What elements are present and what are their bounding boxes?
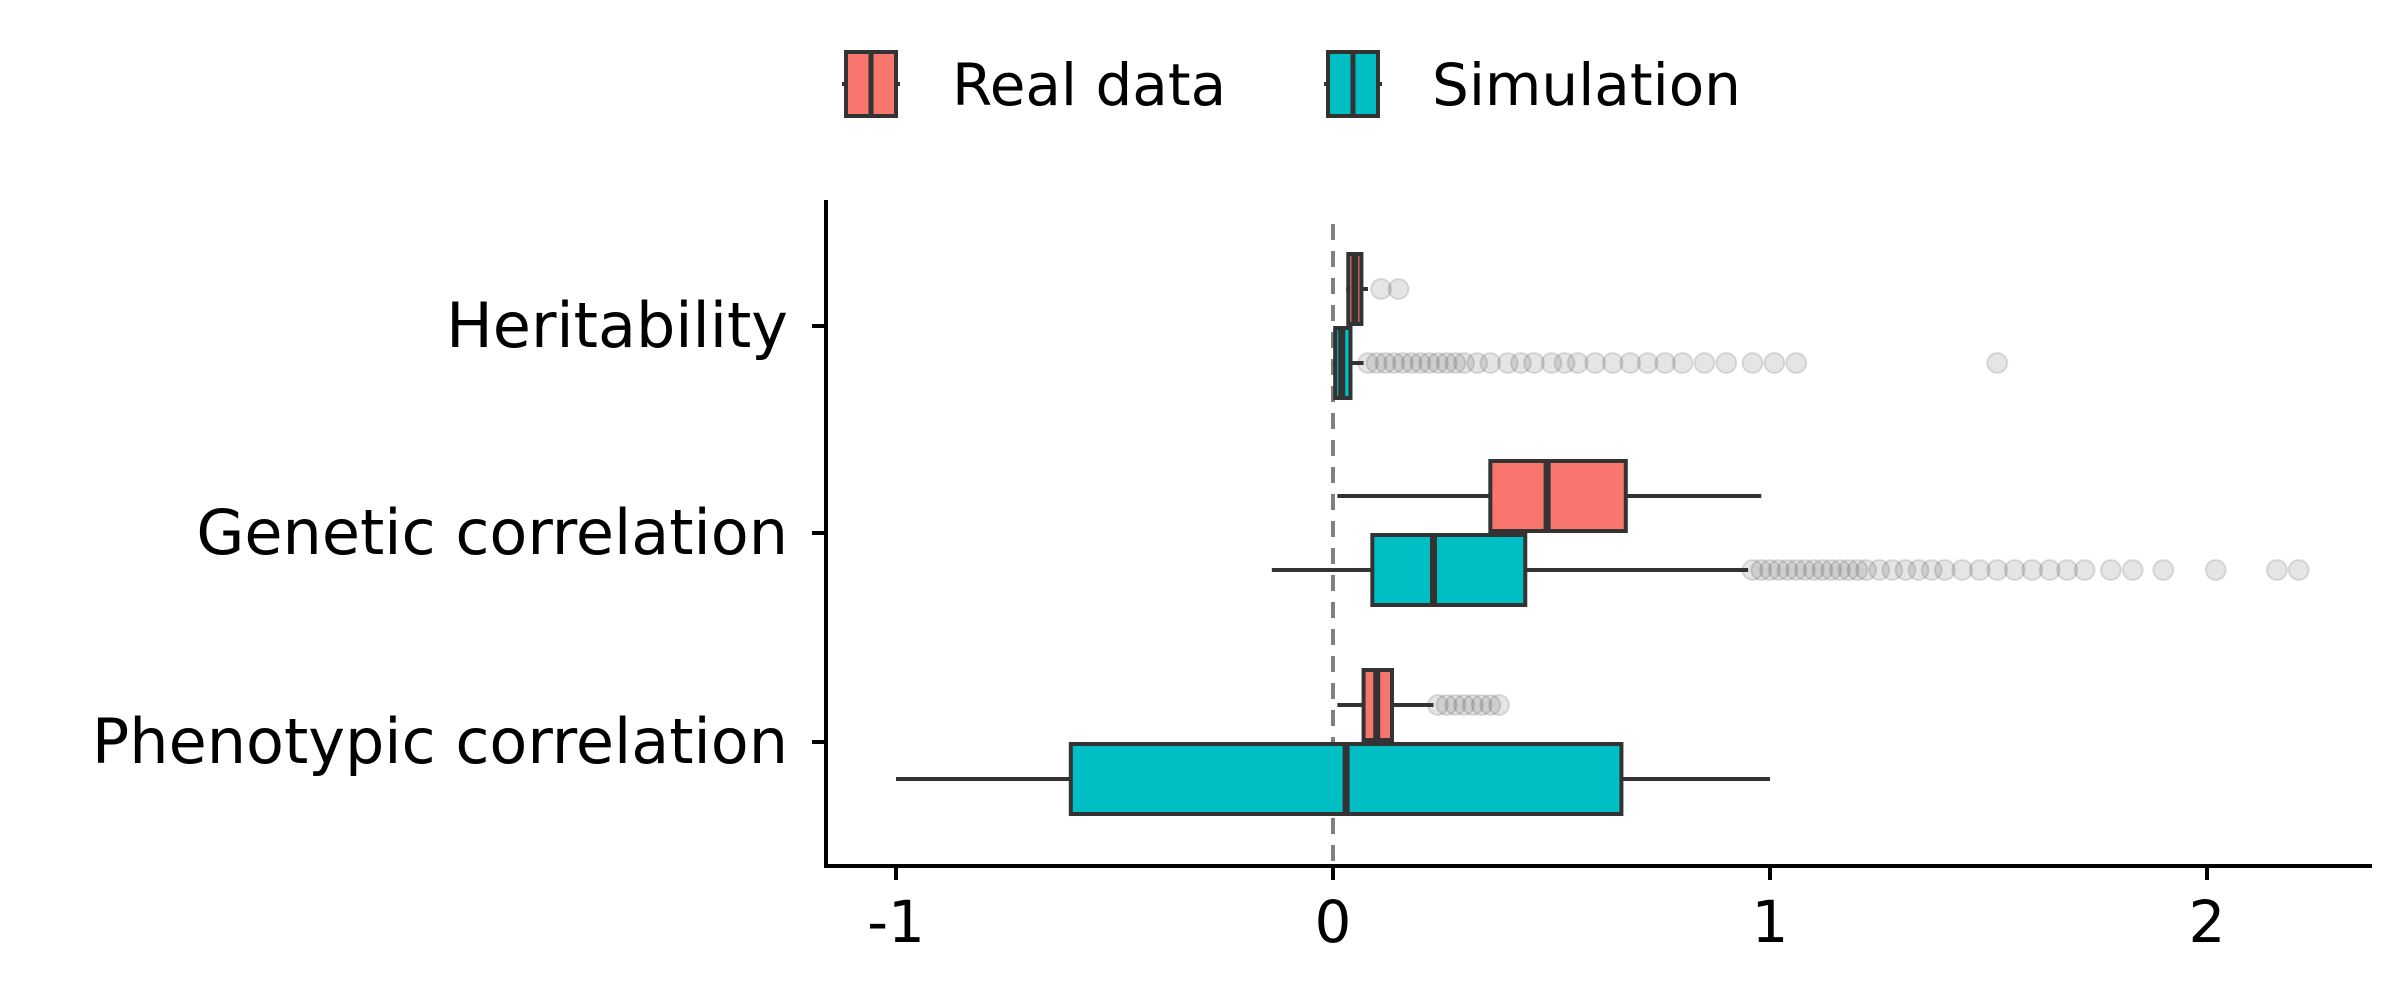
outlier-heritability-simulation-23: [1636, 352, 1659, 374]
outlier-genetic-correlation-simulation-17: [1907, 559, 1930, 581]
box-phenotypic-correlation-real-data: [1337, 668, 1511, 742]
outlier-heritability-simulation-8: [1426, 352, 1449, 374]
outlier-heritability-simulation-30: [1785, 352, 1808, 374]
outlier-heritability-simulation-25: [1671, 352, 1694, 374]
outlier-genetic-correlation-simulation-6: [1793, 559, 1816, 581]
box-body-genetic-correlation-real-data: [1488, 459, 1628, 533]
outlier-genetic-correlation-simulation-24: [2021, 559, 2044, 581]
outlier-genetic-correlation-simulation-3: [1767, 559, 1790, 581]
outlier-heritability-simulation-17: [1540, 352, 1563, 374]
box-phenotypic-correlation-simulation: [896, 742, 1770, 816]
outlier-heritability-simulation-29: [1763, 352, 1786, 374]
outlier-phenotypic-correlation-real-data-0: [1426, 694, 1449, 716]
outlier-genetic-correlation-simulation-4: [1776, 559, 1799, 581]
outlier-heritability-simulation-24: [1654, 352, 1677, 374]
outlier-genetic-correlation-simulation-32: [2265, 559, 2288, 581]
outlier-heritability-real-data-1: [1387, 278, 1410, 300]
x-tick-label-1: 0: [1315, 888, 1352, 956]
outlier-genetic-correlation-simulation-9: [1820, 559, 1843, 581]
outlier-heritability-simulation-9: [1435, 352, 1458, 374]
outlier-phenotypic-correlation-real-data-3: [1453, 694, 1476, 716]
outlier-genetic-correlation-simulation-31: [2204, 559, 2227, 581]
outlier-heritability-simulation-15: [1509, 352, 1532, 374]
outlier-genetic-correlation-simulation-21: [1968, 559, 1991, 581]
legend-item-real-data: Real data: [842, 50, 1226, 119]
outlier-heritability-simulation-28: [1741, 352, 1764, 374]
outlier-heritability-simulation-2: [1374, 352, 1397, 374]
outlier-heritability-simulation-12: [1466, 352, 1489, 374]
box-genetic-correlation-simulation: [1271, 533, 2310, 607]
outlier-heritability-simulation-31: [1986, 352, 2009, 374]
outlier-heritability-simulation-10: [1444, 352, 1467, 374]
outlier-genetic-correlation-simulation-15: [1881, 559, 1904, 581]
outlier-genetic-correlation-simulation-23: [2003, 559, 2026, 581]
outlier-heritability-simulation-13: [1479, 352, 1502, 374]
outlier-genetic-correlation-simulation-8: [1811, 559, 1834, 581]
outlier-heritability-simulation-4: [1391, 352, 1414, 374]
outlier-heritability-simulation-1: [1365, 352, 1388, 374]
outlier-heritability-simulation-7: [1418, 352, 1441, 374]
outlier-heritability-simulation-22: [1619, 352, 1642, 374]
outlier-heritability-simulation-27: [1715, 352, 1738, 374]
outlier-heritability-simulation-16: [1523, 352, 1546, 374]
outlier-genetic-correlation-simulation-1: [1750, 559, 1773, 581]
legend-label-simulation: Simulation: [1432, 51, 1741, 119]
legend: Real data Simulation: [842, 50, 1741, 119]
outlier-genetic-correlation-simulation-30: [2152, 559, 2175, 581]
outlier-genetic-correlation-simulation-2: [1759, 559, 1781, 581]
outlier-genetic-correlation-simulation-29: [2121, 559, 2144, 581]
box-body-genetic-correlation-simulation: [1370, 533, 1528, 607]
outlier-heritability-simulation-3: [1383, 352, 1406, 374]
outlier-genetic-correlation-simulation-13: [1855, 559, 1878, 581]
outlier-heritability-simulation-18: [1553, 352, 1576, 374]
outlier-genetic-correlation-simulation-33: [2287, 559, 2310, 581]
outlier-genetic-correlation-simulation-10: [1828, 559, 1851, 581]
outlier-heritability-simulation-26: [1693, 352, 1716, 374]
outlier-genetic-correlation-simulation-16: [1894, 559, 1917, 581]
outlier-heritability-simulation-20: [1584, 352, 1607, 374]
outlier-genetic-correlation-simulation-18: [1920, 559, 1943, 581]
outlier-genetic-correlation-simulation-11: [1837, 559, 1860, 581]
outlier-heritability-simulation-19: [1566, 352, 1589, 374]
legend-label-real-data: Real data: [952, 51, 1226, 119]
outlier-heritability-simulation-21: [1601, 352, 1624, 374]
outlier-heritability-simulation-14: [1496, 352, 1519, 374]
outlier-genetic-correlation-simulation-19: [1933, 559, 1956, 581]
plot-area: [896, 224, 2310, 866]
legend-item-simulation: Simulation: [1324, 50, 1741, 119]
x-tick-label-0: -1: [867, 888, 925, 956]
outlier-heritability-real-data-0: [1370, 278, 1393, 300]
outlier-genetic-correlation-simulation-28: [2099, 559, 2122, 581]
box-heritability-simulation: [1333, 326, 2009, 400]
outlier-genetic-correlation-simulation-20: [1951, 559, 1974, 581]
outlier-genetic-correlation-simulation-14: [1868, 559, 1891, 581]
outlier-heritability-simulation-0: [1356, 352, 1379, 374]
outlier-genetic-correlation-simulation-27: [2073, 559, 2096, 581]
outlier-genetic-correlation-simulation-7: [1802, 559, 1825, 581]
outlier-phenotypic-correlation-real-data-4: [1461, 694, 1484, 716]
box-heritability-real-data: [1346, 252, 1410, 326]
outlier-phenotypic-correlation-real-data-5: [1470, 694, 1493, 716]
category-label-heritability: Heritability: [446, 289, 788, 362]
outlier-heritability-simulation-6: [1409, 352, 1432, 374]
x-tick-label-2: 1: [1752, 888, 1789, 956]
outlier-genetic-correlation-simulation-25: [2038, 559, 2061, 581]
outlier-genetic-correlation-simulation-26: [2056, 559, 2079, 581]
outlier-genetic-correlation-simulation-5: [1785, 559, 1808, 581]
x-tick-label-3: 2: [2189, 888, 2226, 956]
outlier-genetic-correlation-simulation-12: [1846, 559, 1869, 581]
box-genetic-correlation-real-data: [1337, 459, 1762, 533]
category-label-phenotypic-correlation: Phenotypic correlation: [92, 705, 788, 778]
outlier-genetic-correlation-simulation-22: [1986, 559, 2009, 581]
outlier-heritability-simulation-5: [1400, 352, 1423, 374]
outlier-phenotypic-correlation-real-data-2: [1444, 694, 1467, 716]
category-label-genetic-correlation: Genetic correlation: [196, 496, 788, 569]
outlier-phenotypic-correlation-real-data-7: [1488, 694, 1511, 716]
axes: -1 0 1 2 Heritability Genetic correlation Phen…: [92, 200, 2372, 956]
outlier-phenotypic-correlation-real-data-1: [1435, 694, 1458, 716]
outlier-heritability-simulation-11: [1453, 352, 1476, 374]
outlier-genetic-correlation-simulation-0: [1741, 559, 1764, 581]
outlier-phenotypic-correlation-real-data-6: [1479, 694, 1502, 716]
